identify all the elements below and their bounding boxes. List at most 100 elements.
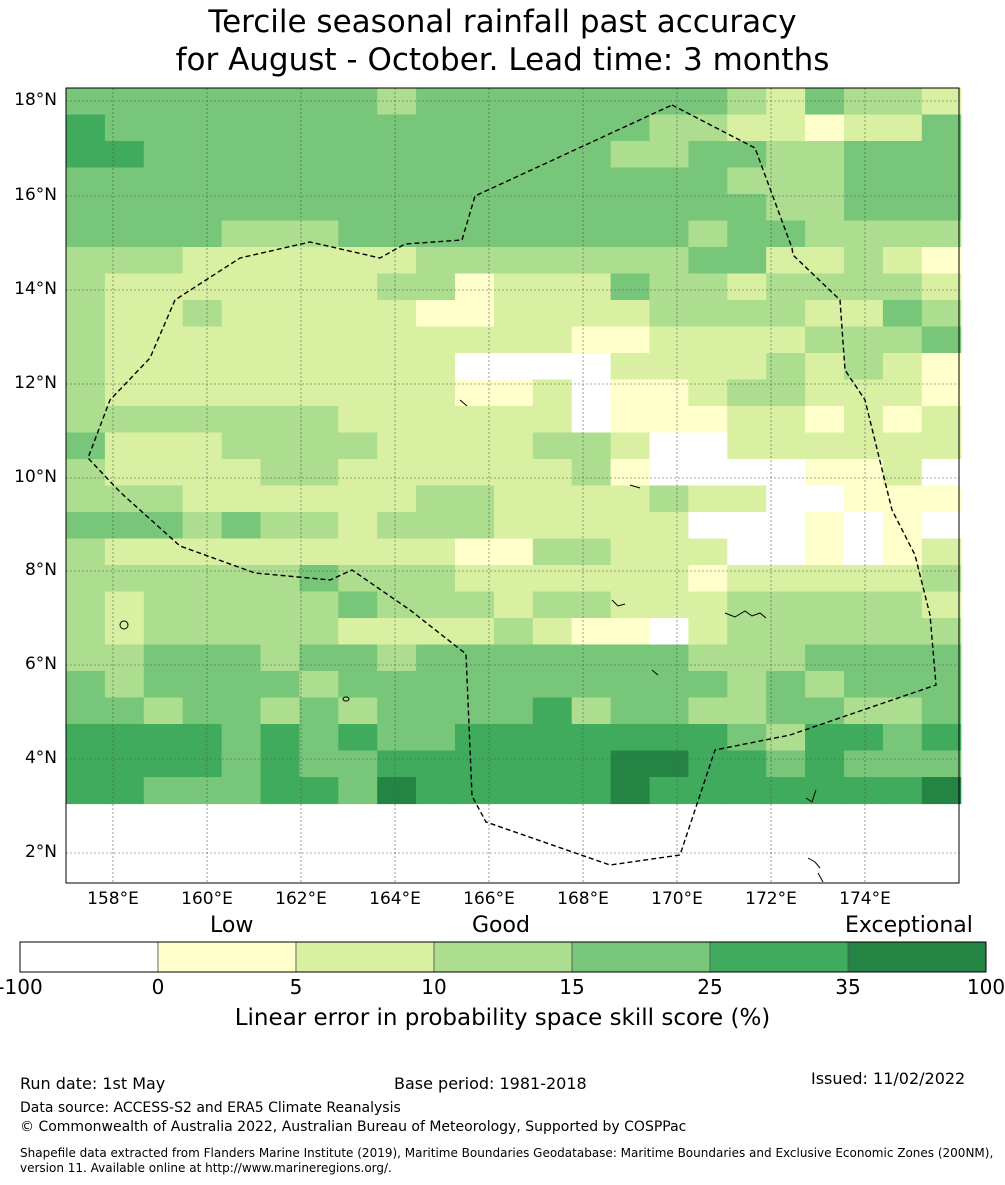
skill-cell [416, 565, 456, 593]
skill-cell [805, 644, 845, 672]
skill-cell [143, 379, 184, 407]
skill-cell [610, 141, 651, 169]
skill-cell [727, 247, 767, 275]
skill-cell [377, 247, 417, 275]
latitude-label: 10°N [14, 467, 57, 487]
skill-cell [377, 671, 417, 699]
skill-cell [455, 273, 495, 301]
skill-cell [260, 194, 300, 222]
skill-cell [921, 485, 962, 513]
skill-cell [610, 167, 651, 195]
skill-cell [610, 565, 651, 593]
skill-cell [416, 777, 456, 805]
skill-cell [377, 697, 417, 725]
skill-cell [104, 247, 145, 275]
skill-cell [416, 538, 456, 566]
skill-cell [766, 141, 806, 169]
skill-cell [921, 777, 962, 805]
skill-cell [338, 538, 378, 566]
skill-cell [805, 538, 845, 566]
map-title-line2: for August - October. Lead time: 3 month… [175, 42, 830, 78]
skill-cell [532, 512, 573, 540]
skill-cell [143, 326, 184, 354]
skill-cell [688, 114, 728, 142]
skill-cell [532, 353, 573, 381]
skill-cell [493, 750, 534, 778]
skill-cell [766, 88, 806, 116]
skill-cell [143, 459, 184, 487]
latitude-label: 16°N [14, 185, 57, 205]
skill-cell [299, 750, 339, 778]
skill-cell [649, 777, 689, 805]
skill-cell [844, 644, 884, 672]
skill-cell [571, 750, 612, 778]
skill-cell [260, 697, 300, 725]
skill-cell [338, 194, 378, 222]
skill-cell [688, 167, 728, 195]
skill-cell [66, 326, 106, 354]
skill-cell [182, 167, 223, 195]
skill-cell [649, 697, 689, 725]
skill-cell [882, 326, 923, 354]
skill-cell [532, 724, 573, 752]
skill-cell [299, 353, 339, 381]
skill-cell [221, 618, 262, 646]
skill-cell [182, 671, 223, 699]
skill-cell [649, 512, 689, 540]
skill-cell [844, 406, 884, 434]
skill-cell [260, 247, 300, 275]
skill-cell [805, 618, 845, 646]
skill-cell [649, 750, 689, 778]
skill-cell [299, 379, 339, 407]
skill-cell [727, 777, 767, 805]
skill-cell [104, 220, 145, 248]
skill-cell [66, 167, 106, 195]
skill-cell [805, 485, 845, 513]
skill-cell [493, 644, 534, 672]
skill-cell [649, 379, 689, 407]
skill-cell [727, 353, 767, 381]
skill-cell [766, 194, 806, 222]
skill-cell [455, 777, 495, 805]
skill-cell [299, 326, 339, 354]
skill-cell [66, 591, 106, 619]
skill-cell [493, 777, 534, 805]
skill-cell [727, 750, 767, 778]
skill-cell [805, 512, 845, 540]
colorbar-tick-label: -100 [0, 975, 43, 999]
skill-cell [571, 326, 612, 354]
skill-cell [455, 750, 495, 778]
skill-cell [182, 432, 223, 460]
skill-cell [221, 591, 262, 619]
skill-cell [766, 220, 806, 248]
skill-cell [532, 565, 573, 593]
skill-cell [805, 459, 845, 487]
longitude-label: 170°E [651, 889, 703, 909]
skill-cell [571, 538, 612, 566]
skill-cell [727, 273, 767, 301]
skill-cell [143, 300, 184, 328]
skill-cell [571, 591, 612, 619]
skill-cell [377, 379, 417, 407]
skill-cell [727, 644, 767, 672]
skill-cell [377, 300, 417, 328]
skill-cell [455, 141, 495, 169]
skill-cell [649, 300, 689, 328]
skill-cell [921, 459, 962, 487]
skill-cell [882, 724, 923, 752]
skill-cell [104, 273, 145, 301]
skill-cell [493, 485, 534, 513]
skill-cell [882, 353, 923, 381]
skill-cell [221, 697, 262, 725]
skill-cell [104, 326, 145, 354]
skill-cell [377, 353, 417, 381]
skill-cell [182, 273, 223, 301]
skill-cell [805, 750, 845, 778]
skill-cell [844, 777, 884, 805]
skill-cell [532, 644, 573, 672]
skill-cell [610, 114, 651, 142]
skill-cell [299, 273, 339, 301]
skill-cell [338, 326, 378, 354]
skill-cell [299, 485, 339, 513]
skill-cell [649, 220, 689, 248]
